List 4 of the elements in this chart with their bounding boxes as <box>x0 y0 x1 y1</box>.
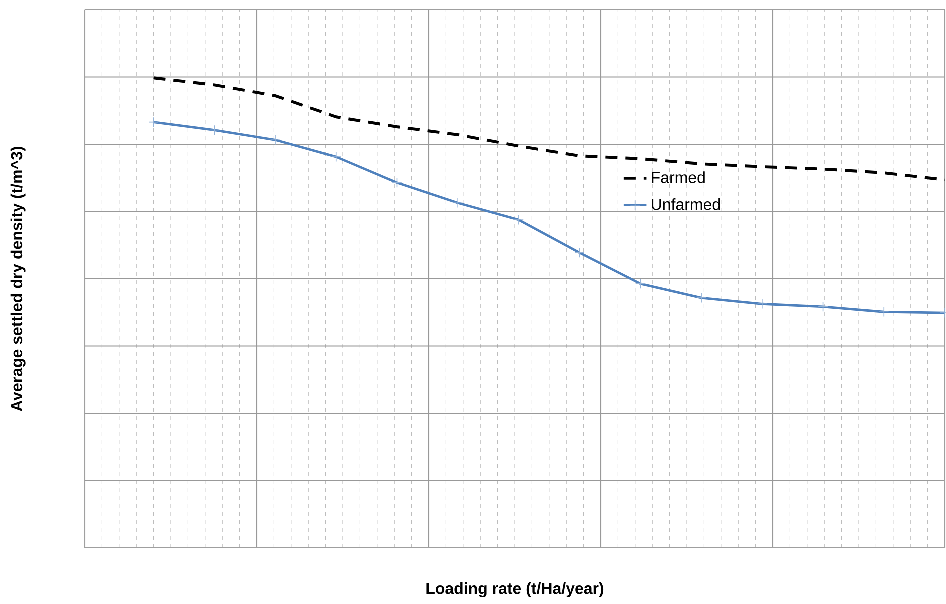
x-axis-title: Loading rate (t/Ha/year) <box>426 582 604 598</box>
legend-label: Unfarmed <box>652 198 720 210</box>
legend-label: Farmed <box>652 172 705 184</box>
y-axis-title: Average settled dry density (t/m^3) <box>10 146 26 412</box>
